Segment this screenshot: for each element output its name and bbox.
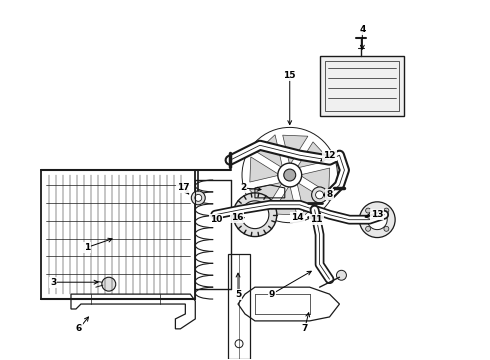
- Circle shape: [233, 193, 277, 237]
- Text: 11: 11: [310, 215, 323, 224]
- Polygon shape: [250, 157, 280, 182]
- Text: 3: 3: [50, 278, 56, 287]
- Text: 1: 1: [84, 243, 90, 252]
- Circle shape: [384, 226, 389, 231]
- Circle shape: [316, 191, 323, 199]
- Text: 6: 6: [76, 324, 82, 333]
- Circle shape: [366, 226, 370, 231]
- Text: 2: 2: [240, 184, 246, 193]
- Circle shape: [366, 208, 370, 213]
- Text: 10: 10: [210, 215, 222, 224]
- Polygon shape: [283, 135, 308, 165]
- Text: 4: 4: [359, 25, 366, 34]
- Bar: [41, 170, 196, 299]
- Circle shape: [191, 191, 205, 205]
- Text: 9: 9: [269, 289, 275, 298]
- Text: 17: 17: [177, 184, 190, 193]
- Circle shape: [102, 277, 116, 291]
- Polygon shape: [249, 182, 283, 208]
- Polygon shape: [271, 185, 297, 215]
- Circle shape: [337, 270, 346, 280]
- Text: 16: 16: [231, 213, 244, 222]
- Text: 7: 7: [301, 324, 308, 333]
- Polygon shape: [300, 168, 330, 193]
- Text: 14: 14: [292, 213, 304, 222]
- Polygon shape: [256, 135, 283, 168]
- Circle shape: [384, 208, 389, 213]
- Text: 5: 5: [235, 289, 241, 298]
- Polygon shape: [297, 182, 323, 215]
- Circle shape: [278, 163, 302, 187]
- Circle shape: [359, 202, 395, 238]
- Bar: [319, 56, 404, 116]
- Text: 8: 8: [326, 190, 333, 199]
- Circle shape: [241, 201, 269, 229]
- Text: 12: 12: [323, 151, 336, 160]
- Circle shape: [312, 187, 327, 203]
- Polygon shape: [297, 142, 330, 168]
- Text: 15: 15: [284, 71, 296, 80]
- Circle shape: [368, 210, 387, 230]
- Circle shape: [195, 194, 202, 201]
- Bar: [228, 255, 250, 359]
- Bar: [324, 61, 399, 111]
- Text: 13: 13: [371, 210, 384, 219]
- Circle shape: [284, 169, 295, 181]
